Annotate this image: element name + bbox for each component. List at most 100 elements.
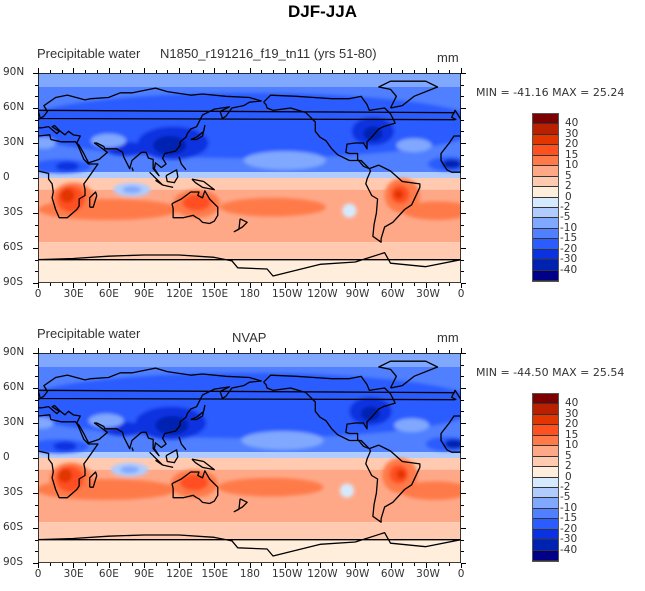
colorbar-swatch: [533, 467, 558, 478]
colorbar-label: -5: [560, 211, 571, 224]
axis-tick: [461, 84, 464, 86]
colorbar-swatch: [533, 114, 558, 125]
coastline: [191, 126, 205, 140]
axis-tick: [449, 283, 451, 286]
field-contour: [342, 203, 357, 218]
colorbar-label: 40: [565, 117, 579, 130]
axis-tick: [461, 504, 464, 506]
coastline: [90, 472, 97, 487]
colorbar-label: 5: [565, 449, 572, 462]
colorbar-swatch: [533, 187, 558, 198]
field-contour: [153, 136, 187, 155]
axis-tick: [38, 283, 39, 288]
colorbar-swatch: [533, 270, 558, 281]
axis-tick: [425, 563, 427, 568]
axis-tick: [461, 539, 464, 541]
axis-tick: [85, 563, 86, 566]
axis-tick: [320, 283, 321, 288]
lon-label: 0: [457, 288, 465, 300]
field-contour: [399, 481, 461, 500]
field-contour: [339, 483, 355, 498]
field-contour: [394, 418, 430, 433]
coastline: [132, 168, 133, 172]
lon-label: 60W: [380, 568, 405, 580]
panel-1-left-title: Precipitable water: [37, 46, 141, 61]
field-contour: [196, 119, 256, 139]
lon-label: 150W: [271, 288, 303, 300]
axis-tick: [35, 399, 38, 401]
axis-tick: [461, 213, 466, 214]
axis-tick: [402, 350, 404, 353]
field-contour: [255, 104, 338, 124]
coastline: [452, 390, 461, 399]
axis-tick: [461, 563, 462, 568]
field-band: [38, 458, 461, 470]
contour-map: [38, 353, 461, 563]
axis-tick: [202, 70, 204, 73]
colorbar-label: 30: [565, 407, 579, 420]
axis-tick: [461, 131, 464, 133]
axis-tick: [38, 348, 39, 353]
field-contour: [396, 138, 432, 153]
axis-tick: [226, 563, 227, 566]
colorbar-label: 20: [565, 418, 579, 431]
lon-label: 30E: [63, 288, 84, 300]
lat-label: 90N: [3, 66, 25, 78]
colorbar-label: -20: [560, 242, 578, 255]
axis-tick: [190, 350, 192, 353]
colorbar-label: 40: [565, 397, 579, 410]
axis-tick: [143, 563, 145, 568]
lat-label: 30N: [3, 136, 25, 148]
axis-tick: [73, 68, 75, 73]
axis-tick: [343, 70, 345, 73]
colorbar-swatch: [533, 404, 558, 415]
axis-tick: [437, 350, 439, 353]
axis-tick: [355, 348, 357, 353]
axis-tick: [237, 70, 239, 73]
axis-tick: [35, 376, 38, 378]
axis-tick: [35, 224, 38, 226]
axis-tick: [33, 143, 38, 144]
axis-tick: [237, 563, 239, 566]
colorbar-label: 15: [565, 428, 579, 441]
axis-tick: [273, 70, 274, 73]
colorbar-swatch: [533, 456, 558, 468]
axis-tick: [461, 411, 464, 413]
axis-tick: [461, 283, 462, 288]
axis-tick: [461, 563, 466, 564]
axis-tick: [378, 70, 380, 73]
field-contour: [122, 186, 142, 194]
axis-tick: [49, 283, 51, 286]
axis-tick: [437, 563, 439, 566]
colorbar-swatch: [533, 239, 558, 250]
lon-label: 90E: [134, 288, 155, 300]
axis-tick: [296, 563, 298, 566]
axis-tick: [461, 516, 464, 518]
axis-tick: [331, 350, 333, 353]
axis-tick: [308, 70, 310, 73]
axis-tick: [461, 108, 466, 109]
axis-tick: [85, 350, 86, 353]
colorbar-swatch: [533, 477, 558, 488]
axis-tick: [214, 348, 216, 353]
axis-tick: [35, 201, 38, 203]
colorbar-swatch: [533, 260, 558, 271]
axis-tick: [167, 283, 169, 286]
axis-tick: [273, 350, 274, 353]
axis-tick: [179, 283, 180, 288]
axis-tick: [167, 563, 169, 566]
axis-tick: [61, 70, 63, 73]
axis-tick: [179, 348, 180, 353]
axis-tick: [132, 70, 133, 73]
field-contour: [60, 188, 75, 203]
axis-tick: [49, 563, 51, 566]
field-contour: [402, 201, 461, 220]
axis-tick: [367, 563, 368, 566]
lon-label: 90W: [345, 288, 370, 300]
axis-tick: [35, 504, 38, 506]
field-contour: [444, 439, 461, 449]
colorbar-swatch: [533, 540, 558, 551]
coastline: [441, 136, 461, 172]
lat-label: 60N: [3, 381, 25, 393]
colorbar-label: 0: [565, 190, 572, 203]
